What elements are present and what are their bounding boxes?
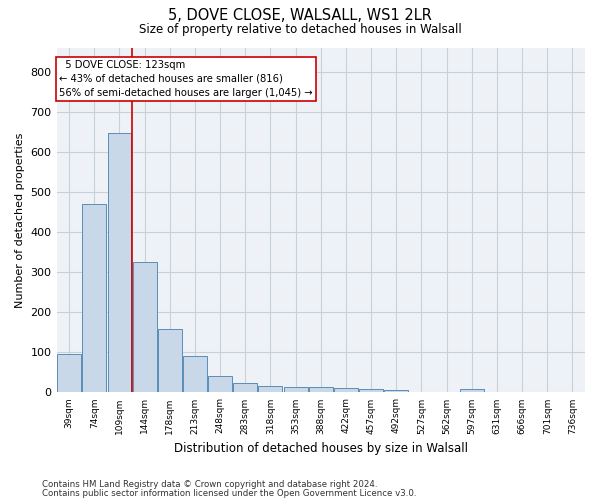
Bar — [385, 390, 408, 392]
Y-axis label: Number of detached properties: Number of detached properties — [15, 132, 25, 308]
Text: Contains public sector information licensed under the Open Government Licence v3: Contains public sector information licen… — [42, 488, 416, 498]
Text: 5 DOVE CLOSE: 123sqm
← 43% of detached houses are smaller (816)
56% of semi-deta: 5 DOVE CLOSE: 123sqm ← 43% of detached h… — [59, 60, 313, 98]
Text: Contains HM Land Registry data © Crown copyright and database right 2024.: Contains HM Land Registry data © Crown c… — [42, 480, 377, 489]
Text: Size of property relative to detached houses in Walsall: Size of property relative to detached ho… — [139, 22, 461, 36]
Bar — [107, 132, 131, 392]
Bar — [133, 262, 157, 392]
Bar — [233, 383, 257, 392]
Bar — [334, 388, 358, 392]
Bar — [183, 356, 207, 393]
X-axis label: Distribution of detached houses by size in Walsall: Distribution of detached houses by size … — [174, 442, 468, 455]
Bar — [82, 204, 106, 392]
Bar — [460, 389, 484, 392]
Bar — [259, 386, 283, 392]
Bar — [208, 376, 232, 392]
Bar — [359, 389, 383, 392]
Bar — [309, 387, 333, 392]
Bar — [158, 329, 182, 392]
Bar — [284, 387, 308, 392]
Bar — [57, 354, 81, 393]
Text: 5, DOVE CLOSE, WALSALL, WS1 2LR: 5, DOVE CLOSE, WALSALL, WS1 2LR — [168, 8, 432, 22]
